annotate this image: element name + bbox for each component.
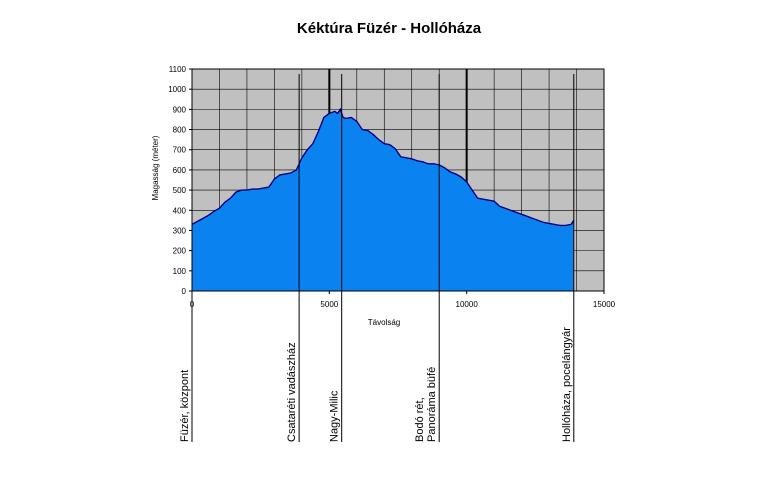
waypoint-label: Nagy-Milic	[329, 390, 341, 442]
waypoint-label: Bodó rét,Panoráma büfé	[414, 367, 438, 442]
y-tick-label: 300	[173, 226, 187, 235]
x-tick-label: 10000	[456, 300, 479, 309]
y-tick-label: 400	[173, 206, 187, 215]
x-tick-label: 15000	[593, 300, 616, 309]
y-tick-label: 200	[173, 247, 187, 256]
y-tick-label: 1100	[169, 65, 187, 74]
y-axis-ticks: 0 100 200 300 400 500 600 700 800 900 1000 1100	[168, 65, 192, 296]
x-tick-label: 5000	[320, 300, 338, 309]
y-axis-label: Magasság (méter)	[151, 135, 160, 200]
elevation-area	[192, 109, 574, 291]
y-tick-label: 100	[173, 267, 187, 276]
y-tick-label: 500	[173, 186, 187, 195]
y-tick-label: 900	[173, 105, 187, 114]
y-tick-label: 600	[173, 166, 187, 175]
elevation-line	[191, 107, 575, 227]
y-tick-label: 700	[173, 146, 187, 155]
waypoint-label: Hollóháza, pocelángyár	[561, 327, 573, 442]
y-tick-label: 800	[173, 126, 187, 135]
waypoint-label: Füzér, központ	[179, 370, 191, 442]
waypoint-annotations: Füzér, központ Csataréti vadászház Nagy-Mi…	[179, 74, 575, 442]
waypoint-label: Csataréti vadászház	[286, 342, 298, 442]
y-tick-label: 1000	[168, 85, 186, 94]
y-tick-label: 0	[182, 287, 187, 296]
chart-title: Kéktúra Füzér - Hollóháza	[297, 20, 482, 37]
x-axis-label: Távolság	[368, 318, 400, 327]
